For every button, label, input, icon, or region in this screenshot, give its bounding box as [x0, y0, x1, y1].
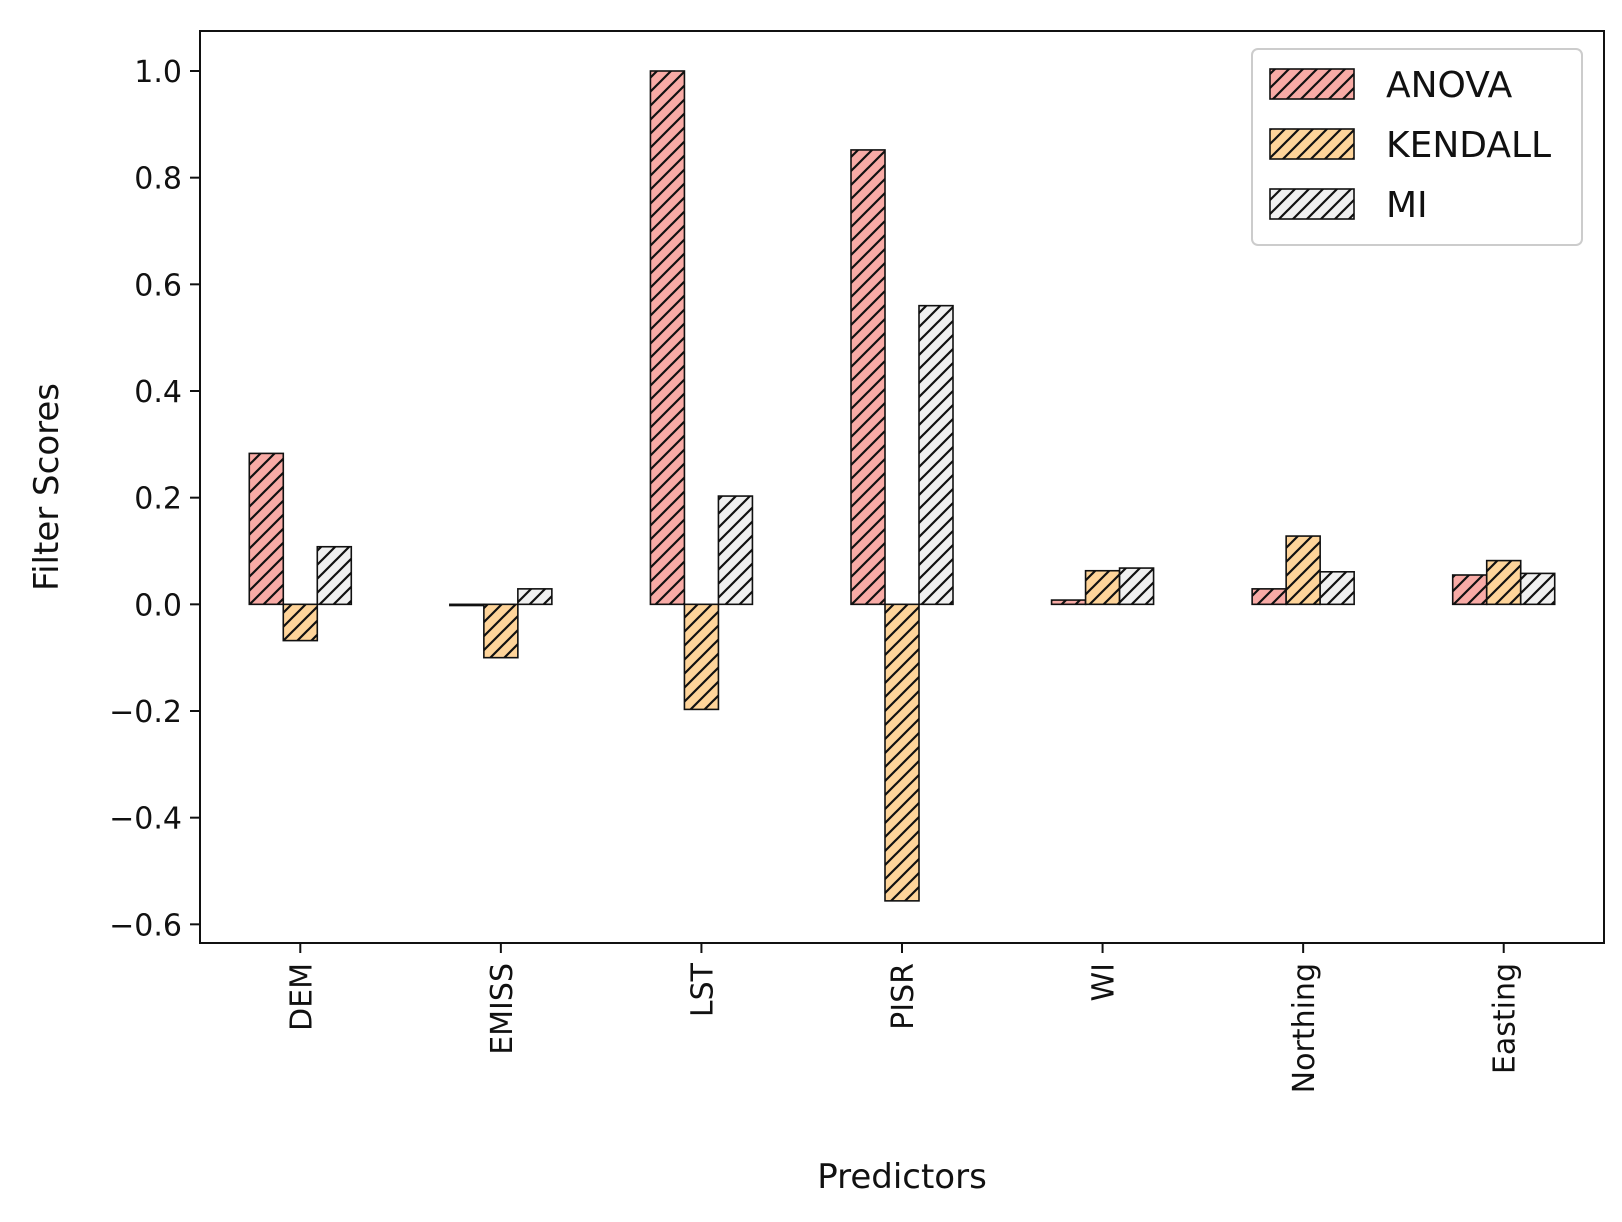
y-tick-label: 0.6: [134, 268, 182, 303]
x-axis: DEM EMISS LST PISR WI Northing Easting: [284, 943, 1523, 1093]
bar-anova-emiss-hatch: [449, 603, 485, 607]
legend-swatch-hatch: [1269, 68, 1355, 100]
bar-mi-emiss-hatch: [517, 588, 553, 606]
x-tick-label-lst: LST: [685, 962, 720, 1017]
x-tick-label-dem: DEM: [284, 963, 319, 1031]
bar-mi-lst-hatch: [717, 495, 754, 606]
y-tick-label: −0.6: [109, 908, 182, 943]
legend: ANOVA KENDALL MI: [1251, 48, 1583, 246]
legend-swatch-hatch: [1269, 128, 1355, 160]
bar-anova-dem-hatch: [248, 452, 285, 606]
y-tick-label: 0.4: [134, 375, 182, 410]
bar-kendall-pisr-hatch: [884, 603, 920, 902]
bar-mi-northing-hatch: [1319, 570, 1355, 606]
bars-layer: [248, 70, 1556, 902]
legend-swatch-hatch: [1269, 188, 1355, 220]
bar-anova-northing-hatch: [1251, 588, 1287, 606]
bar-mi-dem-hatch: [316, 545, 353, 606]
x-tick-label-easting: Easting: [1488, 963, 1523, 1074]
y-tick-label: 0.0: [134, 588, 182, 623]
bar-kendall-lst-hatch: [683, 603, 720, 711]
x-tick-label-pisr: PISR: [886, 963, 921, 1030]
bar-kendall-northing-hatch: [1285, 535, 1321, 606]
plot-frame: [199, 30, 1605, 944]
bar-anova-wi-hatch: [1050, 599, 1087, 606]
x-tick-label-wi: WI: [1087, 963, 1122, 1002]
bar-anova-pisr-hatch: [850, 149, 886, 606]
y-axis-title: Filter Scores: [27, 383, 67, 591]
x-axis-title: Predictors: [817, 1157, 987, 1197]
y-tick-label: 0.8: [134, 162, 182, 197]
bar-anova-easting-hatch: [1451, 574, 1488, 606]
y-tick-label: 1.0: [134, 55, 182, 90]
x-tick-label-emiss: EMISS: [485, 963, 520, 1055]
legend-label-mi: MI: [1386, 185, 1428, 226]
y-axis: −0.6 −0.4 −0.2 0.0 0.2 0.4 0.6 0.8 1.0: [109, 55, 200, 943]
bar-kendall-easting-hatch: [1485, 559, 1522, 606]
legend-label-anova: ANOVA: [1386, 65, 1513, 106]
x-tick-label-northing: Northing: [1287, 963, 1322, 1093]
bar-kendall-wi-hatch: [1084, 569, 1121, 606]
bar-mi-wi-hatch: [1118, 567, 1155, 606]
y-tick-label: 0.2: [134, 482, 182, 517]
bar-kendall-dem-hatch: [282, 603, 319, 642]
legend-label-kendall: KENDALL: [1386, 125, 1551, 166]
bar-mi-easting-hatch: [1519, 572, 1556, 606]
bar-anova-lst-hatch: [649, 70, 686, 606]
bar-kendall-emiss-hatch: [483, 603, 519, 659]
bar-mi-pisr-hatch: [918, 304, 954, 606]
y-tick-label: −0.4: [109, 802, 182, 837]
y-tick-label: −0.2: [109, 695, 182, 730]
